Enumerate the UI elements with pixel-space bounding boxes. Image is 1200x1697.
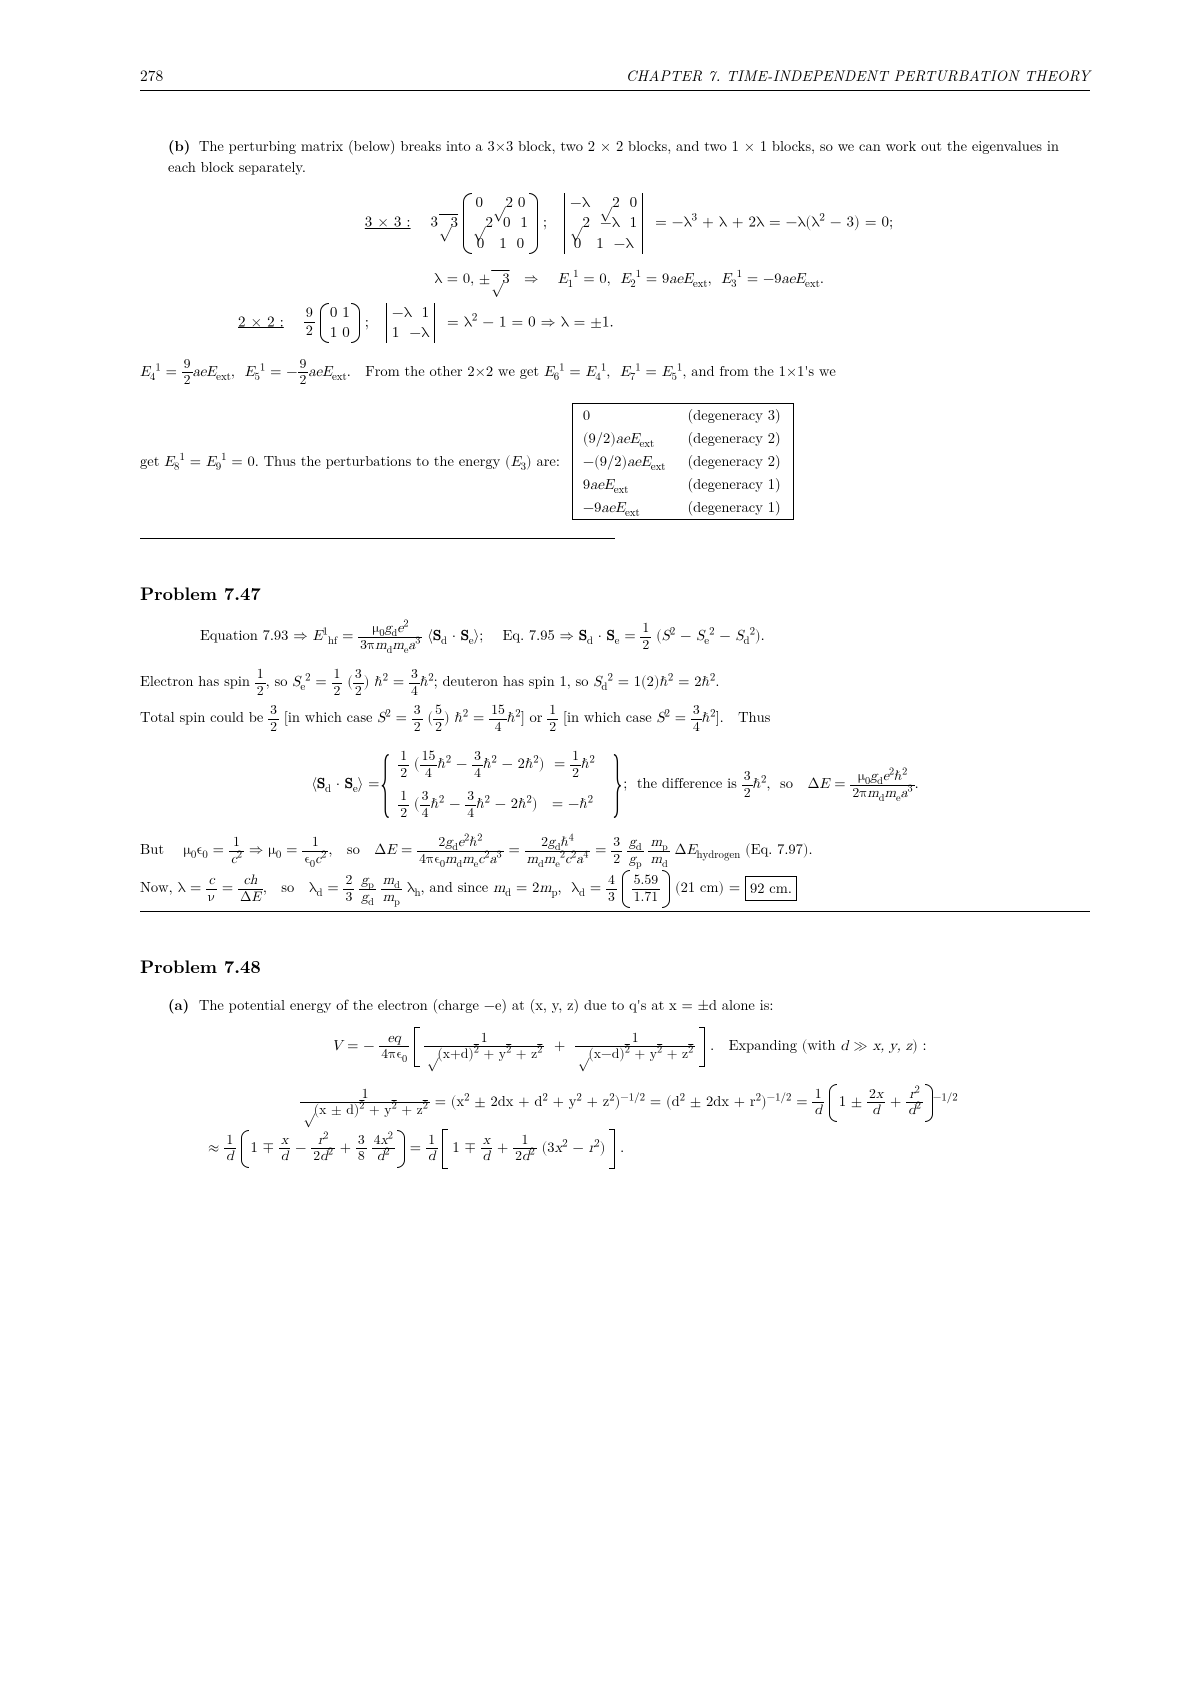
table-row: 0(degeneracy 3) bbox=[572, 404, 793, 428]
eq-747-hf: Equation 7.93 ⇒ E1hf = μ0gde2 3πmdmea3 ⟨… bbox=[140, 621, 1090, 653]
table-row: −9aeEext(degeneracy 1) bbox=[572, 496, 793, 520]
eq-3x3-eigenvalues: λ = 0, ±3 ⇒ E11 = 0, E21 = 9aeEext, E31 … bbox=[168, 268, 1090, 289]
section-rule bbox=[140, 538, 615, 539]
block33-label: 3 × 3 : bbox=[365, 215, 411, 230]
page-number: 278 bbox=[140, 65, 163, 87]
eq-747-now: Now, λ = cν = chΔE, so λd = 23 gpgd mdmp… bbox=[140, 873, 1090, 905]
chapter-title: CHAPTER 7. TIME-INDEPENDENT PERTURBATION… bbox=[626, 65, 1090, 87]
det-3x3: −λ √2 0 √2 −λ 1 0 1 −λ bbox=[562, 193, 645, 254]
degeneracy-table: 0(degeneracy 3) (9/2)aeEext(degeneracy 2… bbox=[572, 403, 794, 520]
table-row: −(9/2)aeEext(degeneracy 2) bbox=[572, 450, 793, 473]
det-2x2: −λ 1 1 −λ bbox=[384, 303, 437, 344]
page-header: 278 CHAPTER 7. TIME-INDEPENDENT PERTURBA… bbox=[140, 65, 1090, 91]
boxed-result: 92 cm. bbox=[745, 876, 797, 901]
eq-3x3: 3 × 3 : 33 0 √2 0 √2 0 1 0 1 0 ; −λ √2 0… bbox=[168, 193, 1090, 254]
matrix-2x2: 0 1 1 0 bbox=[320, 303, 360, 344]
part-a-label: (a) bbox=[168, 995, 194, 1016]
problem-747-heading: Problem 7.47 bbox=[140, 581, 1090, 607]
degeneracy-line: get E81 = E91 = 0. Thus the perturbation… bbox=[140, 403, 1090, 520]
part-748a: (a) The potential energy of the electron… bbox=[140, 995, 1090, 1165]
block22-label: 2 × 2 : bbox=[238, 314, 284, 329]
eq-E4E5: E41 = 92aeEext, E51 = −92aeEext. From th… bbox=[140, 357, 1090, 389]
section-rule bbox=[140, 911, 1090, 912]
degeneracy-pretext: get E81 = E91 = 0. Thus the perturbation… bbox=[140, 451, 560, 472]
part-b: (b) The perturbing matrix (below) breaks… bbox=[140, 136, 1090, 520]
part-b-intro: The perturbing matrix (below) breaks int… bbox=[168, 136, 1059, 177]
eq-747-brace: ⟨Sd · Se⟩ = 12 (154ℏ2 − 34ℏ2 − 2ℏ2) = 12… bbox=[140, 749, 1090, 821]
table-row: (9/2)aeEext(degeneracy 2) bbox=[572, 427, 793, 450]
eq-748-expand2: ≈ 1d 1 ∓ xd − r22d2 + 38 4x2d2 = 1d 1 ∓ … bbox=[168, 1133, 1090, 1165]
table-row: 9aeEext(degeneracy 1) bbox=[572, 473, 793, 496]
eq-748-expand1: 1 (x ± d)2 + y2 + z2 = (x2 ± 2dx + d2 + … bbox=[168, 1087, 1090, 1119]
part-a-intro: The potential energy of the electron (ch… bbox=[199, 995, 774, 1015]
eq-748-V: V = − eq4πϵ0 1 (x+d)2 + y2 + z2 + 1 (x−d… bbox=[168, 1031, 1090, 1063]
p747-body: Electron has spin 12, so Se2 = 12 (32) ℏ… bbox=[140, 667, 1090, 735]
eq-2x2: 2 × 2 : 92 0 1 1 0 ; −λ 1 1 −λ = λ2 − 1 … bbox=[168, 303, 1090, 344]
problem-748-heading: Problem 7.48 bbox=[140, 954, 1090, 980]
eq-747-but: But μ0ϵ0 = 1c2 ⇒ μ0 = 1ϵ0c2, so ΔE = 2gd… bbox=[140, 835, 1090, 867]
matrix-3x3: 0 √2 0 √2 0 1 0 1 0 bbox=[463, 193, 538, 254]
part-b-label: (b) bbox=[168, 136, 194, 157]
